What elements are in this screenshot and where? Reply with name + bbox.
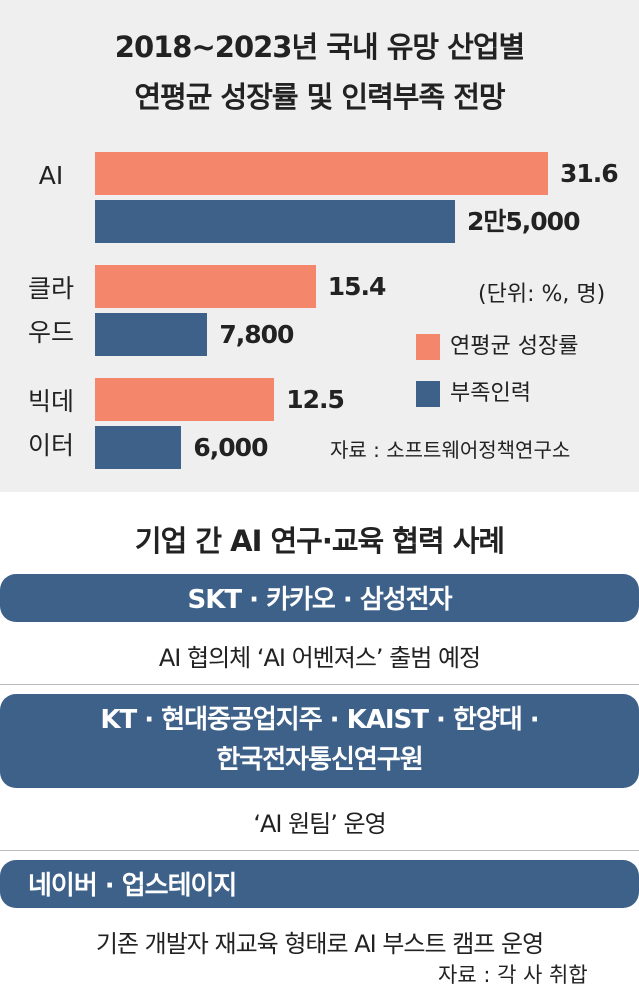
value-label: 2만5,000: [467, 207, 580, 236]
bar: [95, 313, 208, 356]
value-label: 6,000: [193, 433, 268, 462]
legend-swatch: [416, 381, 440, 407]
chart-source: 자료 : 소프트웨어정책연구소: [330, 438, 571, 462]
case-title-line: SKT · 카카오 · 삼성전자: [187, 585, 452, 615]
legend-label: 부족인력: [450, 381, 531, 406]
cases-source: 자료 : 각 사 취합: [438, 963, 588, 987]
bar: [95, 152, 548, 195]
category-label: 빅데이터: [27, 387, 74, 460]
case-title: KT · 현대중공업지주 · KAIST · 한양대 · 한국전자통신연구원: [0, 694, 639, 788]
legend-label: 연평균 성장률: [450, 334, 579, 359]
bar: [95, 265, 316, 308]
chart-title: 연평균 성장률 및 인력부족 전망: [134, 80, 505, 114]
divider: [0, 850, 639, 851]
unit-note: (단위: %, 명): [478, 282, 606, 307]
value-label: 7,800: [219, 320, 294, 349]
case-title-line: 한국전자통신연구원: [216, 745, 423, 775]
divider: [0, 684, 639, 685]
case-title: 네이버 · 업스테이지: [0, 860, 639, 908]
case-description: AI 협의체 ‘AI 어벤져스’ 출범 예정: [158, 644, 481, 672]
bar: [95, 426, 182, 469]
value-label: 31.6: [560, 159, 619, 188]
bar: [95, 378, 275, 421]
bar: [95, 200, 455, 243]
case-description: ‘AI 원팀’ 운영: [253, 810, 386, 838]
section-heading: 기업 간 AI 연구·교육 협력 사례: [134, 524, 505, 558]
chart-title: 2018~2023년 국내 유망 산업별: [114, 30, 525, 64]
category-label: 클라우드: [27, 274, 74, 347]
case-title-line: KT · 현대중공업지주 · KAIST · 한양대 ·: [100, 705, 539, 735]
legend-swatch: [416, 334, 440, 360]
value-label: 15.4: [327, 272, 387, 301]
case-description: 기존 개발자 재교육 형태로 AI 부스트 캠프 운영: [95, 930, 544, 958]
value-label: 12.5: [286, 385, 345, 414]
category-label: AI: [38, 161, 64, 190]
case-title-line: 네이버 · 업스테이지: [28, 871, 237, 901]
case-title: SKT · 카카오 · 삼성전자: [0, 574, 639, 622]
